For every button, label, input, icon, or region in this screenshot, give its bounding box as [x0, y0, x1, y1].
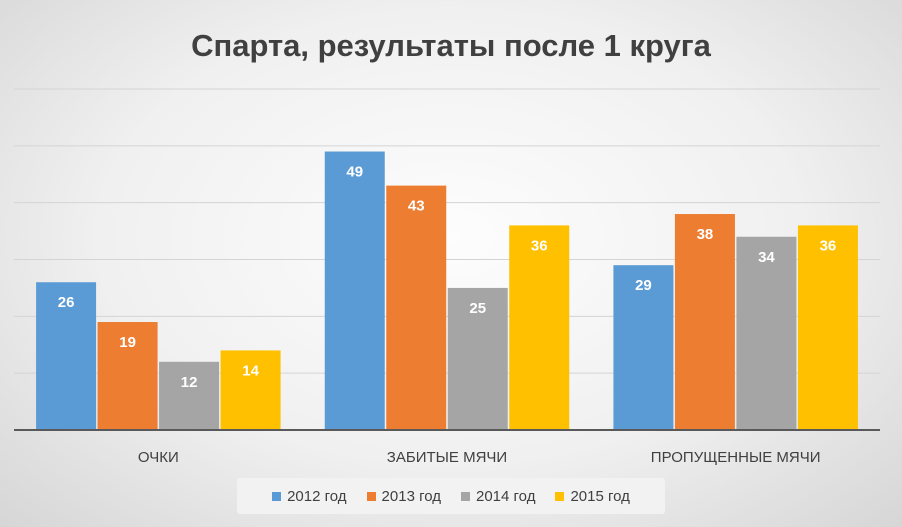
data-label: 26	[58, 294, 75, 311]
bar	[159, 361, 220, 430]
legend-label: 2013 год	[381, 487, 441, 505]
bars	[36, 151, 858, 430]
bar	[736, 236, 797, 430]
legend-label: 2014 год	[476, 487, 536, 505]
x-axis: ОЧКИ ЗАБИТЫЕ МЯЧИ ПРОПУЩЕННЫЕ МЯЧИ	[14, 429, 880, 466]
legend-swatch	[555, 491, 565, 501]
bar	[324, 151, 385, 430]
category-label: ЗАБИТЫЕ МЯЧИ	[387, 449, 507, 466]
bar	[613, 265, 674, 430]
data-label: 36	[531, 237, 548, 254]
data-label: 38	[697, 226, 714, 243]
chart-title: Спарта, результаты после 1 круга	[191, 28, 712, 63]
bar	[36, 282, 97, 430]
data-label: 49	[346, 164, 363, 181]
data-labels: 26 19 12 14 49 43 25 36 29 38 34 36	[58, 164, 837, 391]
data-label: 25	[469, 300, 486, 317]
category-label: ПРОПУЩЕННЫЕ МЯЧИ	[651, 449, 821, 466]
legend-item: 2014 год	[461, 488, 535, 505]
legend-item: 2013 год	[366, 487, 441, 505]
category-label: ОЧКИ	[138, 449, 179, 466]
bar	[386, 185, 447, 430]
bar	[509, 225, 570, 430]
legend-item: 2012 год	[272, 487, 347, 505]
legend-label: 2012 год	[287, 487, 347, 505]
legend-swatch	[366, 491, 376, 501]
bar	[220, 350, 281, 430]
legend: 2012 год 2013 год 2014 год 2015 год	[237, 478, 665, 514]
legend-label: 2015 год	[570, 487, 630, 505]
bar	[674, 214, 735, 430]
data-label: 29	[635, 277, 652, 294]
data-label: 12	[181, 374, 198, 391]
data-label: 36	[820, 237, 837, 254]
bar	[97, 322, 158, 430]
data-label: 14	[242, 362, 259, 379]
data-label: 34	[758, 249, 775, 266]
gridlines	[14, 88, 880, 374]
bar	[447, 287, 508, 430]
data-label: 43	[408, 198, 425, 215]
data-label: 19	[119, 334, 136, 351]
legend-swatch	[272, 491, 282, 501]
legend-swatch	[461, 491, 470, 501]
legend-item: 2015 год	[555, 487, 630, 505]
bar	[797, 225, 858, 430]
